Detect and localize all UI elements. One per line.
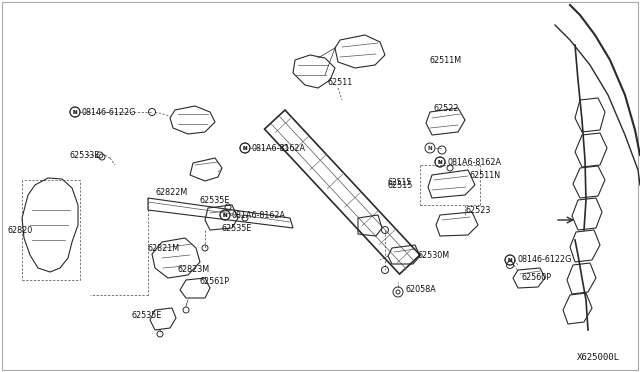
Text: 62511: 62511 xyxy=(328,77,353,87)
Text: 62515: 62515 xyxy=(388,177,412,186)
Text: 62561P: 62561P xyxy=(200,278,230,286)
Text: 62535E: 62535E xyxy=(132,311,163,320)
Text: N: N xyxy=(73,109,77,115)
Text: 62821M: 62821M xyxy=(148,244,180,253)
Text: X625000L: X625000L xyxy=(577,353,620,362)
Text: 081A6-8162A: 081A6-8162A xyxy=(252,144,306,153)
Text: 62515: 62515 xyxy=(388,180,413,189)
Text: N: N xyxy=(438,160,442,164)
Text: 62822M: 62822M xyxy=(155,187,188,196)
Text: N: N xyxy=(438,160,442,164)
Text: N: N xyxy=(223,212,227,218)
Text: 62058A: 62058A xyxy=(405,285,436,295)
Text: 62560P: 62560P xyxy=(522,273,552,282)
Text: 081A6-8162A: 081A6-8162A xyxy=(232,211,286,219)
Text: 08146-6122G: 08146-6122G xyxy=(82,108,136,116)
Text: N: N xyxy=(508,257,512,263)
Text: 62522: 62522 xyxy=(433,103,458,112)
Text: 62511N: 62511N xyxy=(470,170,501,180)
Text: 62511M: 62511M xyxy=(430,55,462,64)
Text: 081A6-8162A: 081A6-8162A xyxy=(447,157,501,167)
Text: 62820: 62820 xyxy=(8,225,33,234)
Text: N: N xyxy=(73,109,77,115)
Text: 62530M: 62530M xyxy=(418,250,450,260)
Text: 62523: 62523 xyxy=(465,205,490,215)
Text: 08146-6122G: 08146-6122G xyxy=(517,256,572,264)
Text: N: N xyxy=(428,145,432,151)
Text: N: N xyxy=(243,145,247,151)
Text: 62823M: 62823M xyxy=(178,266,210,275)
Text: N: N xyxy=(223,212,227,218)
Text: N: N xyxy=(508,257,512,263)
Text: 62533E: 62533E xyxy=(70,151,100,160)
Text: N: N xyxy=(243,145,247,151)
Text: 62535E: 62535E xyxy=(200,196,230,205)
Text: 62535E: 62535E xyxy=(222,224,252,232)
